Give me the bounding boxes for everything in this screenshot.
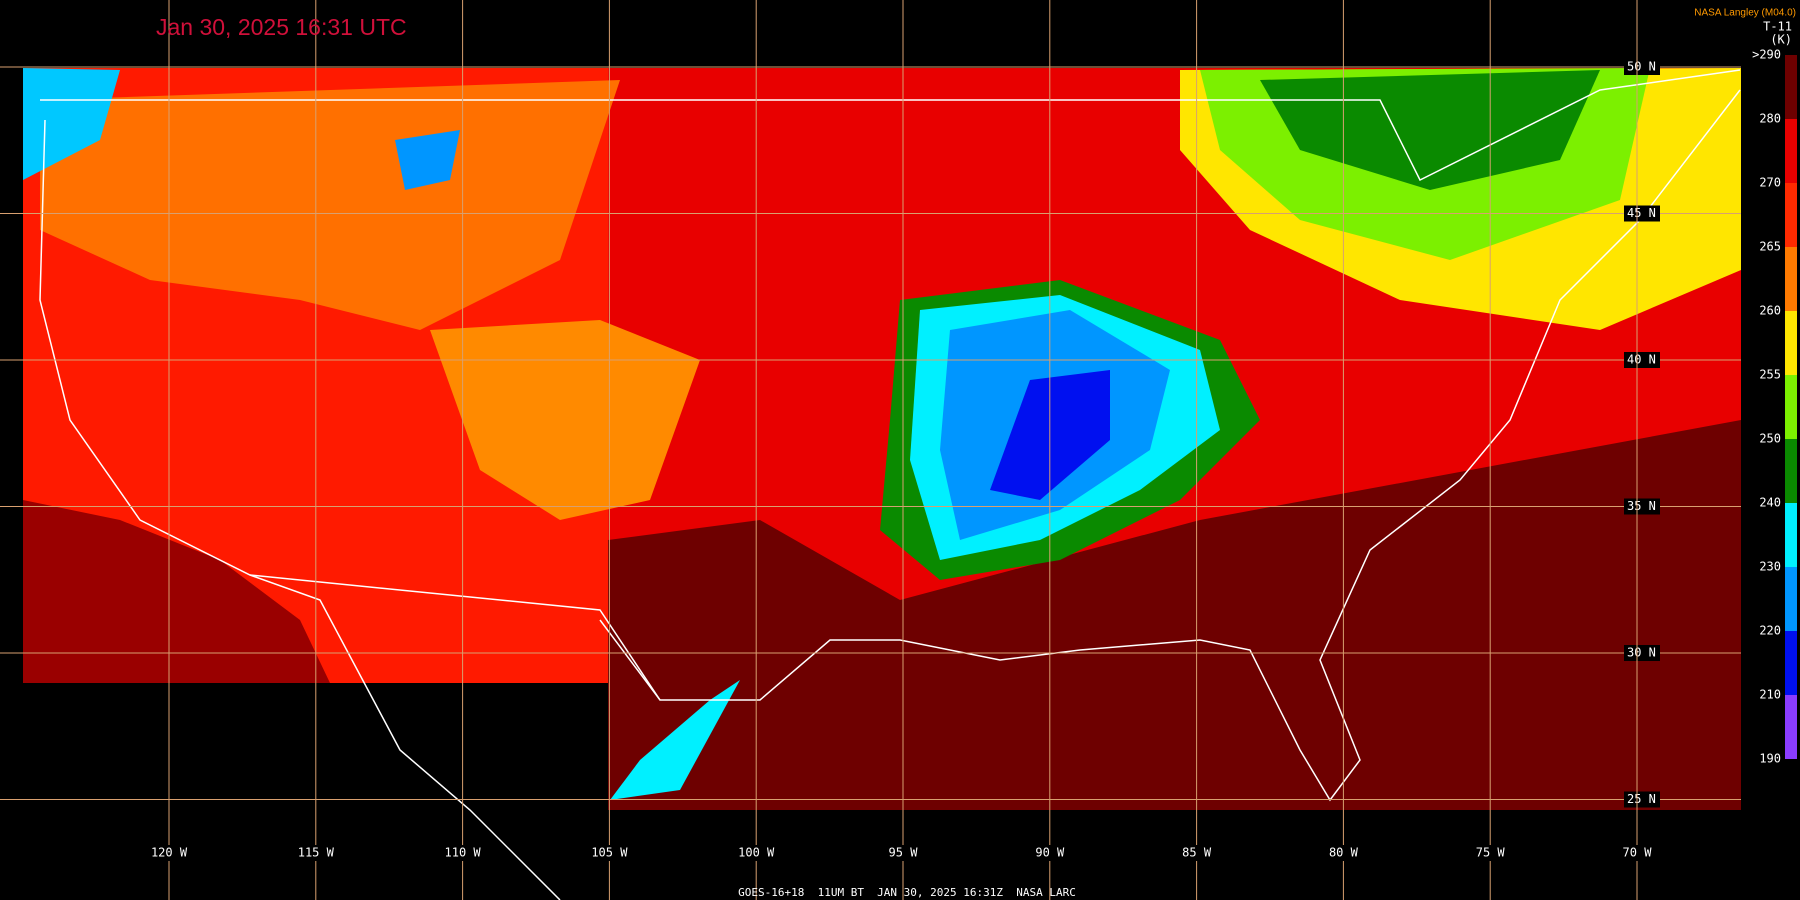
cloud-region <box>23 68 120 180</box>
imagery <box>23 68 1741 810</box>
latitude-label: 45 N <box>1627 206 1656 220</box>
colorbar-title: T-11 <box>1763 20 1792 34</box>
colorbar-swatch <box>1785 503 1797 567</box>
longitude-label: 110 W <box>445 846 482 860</box>
label-bg <box>1318 845 1369 861</box>
colorbar-label: 250 <box>1759 432 1781 446</box>
warm-region <box>23 500 330 683</box>
credit: NASA Langley (M04.0) <box>1694 8 1796 19</box>
graticule: 50 N 45 N 40 N 35 N 30 N 25 N 120 W 115 W 110 W 1… <box>0 0 1741 900</box>
colorbar-label: 210 <box>1759 688 1781 702</box>
colorbar-label: 240 <box>1759 496 1781 510</box>
colorbar-swatch <box>1785 311 1797 375</box>
label-bg <box>1624 645 1660 661</box>
longitude-label: 90 W <box>1035 846 1065 860</box>
label-bg <box>1624 352 1660 368</box>
label-bg <box>1624 59 1660 75</box>
cloud-region <box>610 680 740 800</box>
label-bg <box>290 845 341 861</box>
latitude-label: 35 N <box>1627 499 1656 513</box>
label-bg <box>1624 205 1660 222</box>
label-bg <box>878 845 928 861</box>
colorbar-label: 190 <box>1759 752 1781 766</box>
warm-region <box>608 420 1741 810</box>
boundaries <box>39 69 1741 900</box>
colorbar: >290 280 270 265 260 255 250 240 230 220 210 190 <box>1752 48 1797 766</box>
colorbar-swatch <box>1785 119 1797 183</box>
longitude-label: 85 W <box>1182 846 1212 860</box>
longitude-label: 80 W <box>1329 846 1359 860</box>
colorbar-swatch <box>1785 375 1797 439</box>
longitude-label: 120 W <box>151 846 188 860</box>
label-bg <box>1465 845 1516 861</box>
cloud-region <box>395 130 460 190</box>
longitude-label: 105 W <box>591 846 628 860</box>
label-bg <box>1171 845 1222 861</box>
longitude-label: 115 W <box>298 846 335 860</box>
colorbar-label: 260 <box>1759 304 1781 318</box>
colorbar-swatch <box>1785 695 1797 759</box>
colorbar-label: 220 <box>1759 624 1781 638</box>
colorbar-swatch <box>1785 631 1797 695</box>
cool-region <box>430 320 700 520</box>
latitude-label: 25 N <box>1627 792 1656 806</box>
colorbar-label: 270 <box>1759 176 1781 190</box>
label-bg <box>1624 498 1660 515</box>
longitude-label: 100 W <box>738 846 775 860</box>
colorbar-label: 230 <box>1759 560 1781 574</box>
label-bg <box>584 845 635 861</box>
longitude-label: 75 W <box>1476 846 1506 860</box>
border <box>40 69 1741 182</box>
timestamp: Jan 30, 2025 16:31 UTC <box>156 14 407 40</box>
border <box>249 574 661 701</box>
colorbar-swatch <box>1785 439 1797 503</box>
colorbar-unit: (K) <box>1770 33 1792 47</box>
label-bg <box>144 845 194 861</box>
colorbar-swatch <box>1785 55 1797 119</box>
latitude-label: 40 N <box>1627 353 1656 367</box>
colorbar-swatch <box>1785 567 1797 631</box>
label-bg <box>437 845 488 861</box>
label-bg <box>1624 791 1660 808</box>
colorbar-label: 255 <box>1759 368 1781 382</box>
label-bg <box>1612 845 1662 861</box>
cool-region <box>40 80 620 330</box>
colorbar-swatch <box>1785 183 1797 247</box>
longitude-label: 70 W <box>1623 846 1653 860</box>
colorbar-swatch <box>1785 247 1797 311</box>
colorbar-label: 265 <box>1759 240 1781 254</box>
colorbar-label: 280 <box>1759 112 1781 126</box>
label-bg <box>1024 845 1075 861</box>
coastline <box>599 89 1741 802</box>
latitude-label: 30 N <box>1627 646 1656 660</box>
colorbar-label: >290 <box>1752 48 1781 62</box>
label-bg <box>731 845 782 861</box>
latitude-label: 50 N <box>1627 60 1656 74</box>
footer: GOES-16+18 11UM BT JAN 30, 2025 16:31Z N… <box>738 886 1076 899</box>
longitude-label: 95 W <box>889 846 919 860</box>
